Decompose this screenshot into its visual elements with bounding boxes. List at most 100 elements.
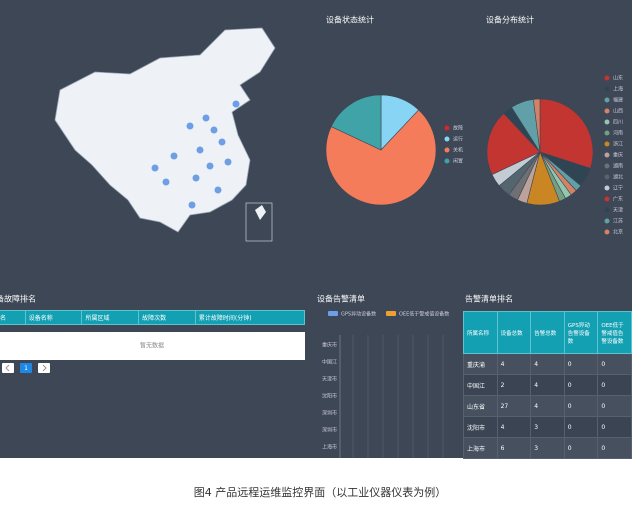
legend-label: 浙江 [613, 141, 623, 148]
pin [206, 162, 214, 170]
table-cell: 6 [496, 437, 532, 459]
column-header: 设备总数 [496, 311, 532, 354]
next-icon [42, 364, 47, 372]
legend-swatch [604, 152, 610, 158]
column-header: 故障次数 [138, 310, 196, 325]
legend-swatch [604, 196, 610, 202]
table-cell: 0 [597, 395, 632, 417]
pin [210, 126, 218, 134]
legend-swatch [604, 174, 610, 180]
table-row: 山东省 27 4 0 0 [463, 395, 632, 417]
panel-title: 设备分布统计 [486, 15, 534, 25]
column-header: GPS异动告警设备数 [563, 311, 599, 354]
table-cell: 2 [496, 374, 532, 396]
pin [162, 178, 170, 186]
legend-swatch [386, 311, 396, 316]
pin [170, 152, 178, 160]
header-row: 所属名称 设备总数 告警总数 GPS异动告警设备数 OEE低于警戒值告警设备数 [463, 311, 632, 354]
table-cell: 0 [563, 416, 599, 438]
table-cell: 0 [597, 374, 632, 396]
column-header: 设备名称 [24, 310, 83, 325]
y-category-label: 深圳市 [322, 427, 337, 434]
column-header: 排名 [0, 310, 26, 325]
legend-label: GPS异动设备数 [341, 311, 376, 318]
column-header: 所属区域 [81, 310, 140, 325]
empty-table-body [0, 332, 305, 360]
table-cell: 0 [563, 395, 599, 417]
legend-label: 山西 [613, 108, 623, 115]
legend-swatch [604, 218, 610, 224]
legend-swatch [604, 86, 610, 92]
map-pins [151, 100, 240, 209]
caption: 图4 产品远程运维监控界面（以工业仪器仪表为例） [194, 485, 447, 499]
south-sea-inset [245, 202, 273, 242]
table-row: 重庆渝 4 4 0 0 [463, 353, 632, 375]
table-row: 中国江 2 4 0 0 [463, 374, 632, 396]
table-cell: 沈阳市 [463, 416, 498, 438]
next-page[interactable] [38, 363, 50, 373]
pin [214, 186, 222, 194]
table-cell: 4 [496, 416, 532, 438]
legend-label: 湖北 [613, 174, 623, 181]
pie-slice [486, 112, 541, 175]
legend-label: 上海 [613, 86, 623, 93]
legend-label: 辽宁 [613, 185, 623, 192]
table-cell: 4 [530, 353, 565, 375]
table-cell: 3 [530, 416, 565, 438]
legend-swatch [328, 311, 338, 316]
header-row: 排名设备名称所属区域故障次数累计故障时间(分钟) [0, 310, 306, 325]
table-row: 上海市 6 3 0 0 [463, 437, 632, 459]
table-cell: 上海市 [463, 437, 498, 459]
legend-label: 山东 [613, 75, 623, 82]
legend-label: 福建 [613, 97, 623, 104]
legend-swatch [604, 163, 610, 169]
legend-label: 四川 [613, 120, 623, 126]
page-button[interactable] [20, 363, 32, 373]
prev-page[interactable] [2, 363, 14, 373]
column-header: 告警总数 [530, 311, 565, 354]
legend-swatch [604, 207, 610, 213]
pin [232, 100, 240, 108]
pin [224, 158, 232, 166]
pie-slice [325, 109, 437, 206]
legend-swatch [444, 147, 450, 153]
pin [196, 146, 204, 154]
page-number: 1 [24, 365, 28, 372]
pin [186, 122, 194, 130]
table-cell: 重庆渝 [463, 353, 498, 375]
legend-label: OEE低于警戒值设备数 [399, 311, 449, 318]
legend-swatch [604, 108, 610, 114]
legend-label: 天津 [613, 207, 623, 214]
y-category-label: 深圳市 [322, 410, 337, 417]
table-cell: 0 [563, 374, 599, 396]
legend-swatch [604, 119, 610, 125]
table-cell: 0 [563, 437, 599, 459]
table-cell: 4 [530, 374, 565, 396]
legend-swatch [604, 97, 610, 103]
empty-text: 暂无数据 [140, 342, 164, 350]
table-cell: 0 [563, 353, 599, 375]
alarm-ranking-table: 所属名称 设备总数 告警总数 GPS异动告警设备数 OEE低于警戒值告警设备数 重庆渝 4 4… [463, 311, 632, 459]
panel-title: 设备状态统计 [326, 15, 374, 25]
y-category-label: 重庆市 [322, 342, 337, 349]
legend-swatch [604, 75, 610, 81]
legend-label: 北京 [613, 229, 623, 236]
legend-swatch [444, 136, 450, 142]
legend-label: 江苏 [613, 218, 623, 225]
map-island [255, 205, 266, 220]
pin [192, 174, 200, 182]
legend-label: 闲置 [453, 158, 463, 165]
pin [202, 114, 210, 122]
legend-swatch [604, 130, 610, 136]
pie-slice [539, 98, 594, 169]
legend-swatch [444, 158, 450, 164]
panel-title: 告警清单排名 [465, 294, 513, 304]
legend-label: 故障 [453, 125, 463, 132]
y-category-label: 中国江 [322, 359, 337, 366]
column-header: 累计故障时间(分钟) [194, 310, 306, 325]
legend-swatch [604, 229, 610, 235]
pie-slice [330, 94, 382, 151]
table-cell: 27 [496, 395, 532, 417]
